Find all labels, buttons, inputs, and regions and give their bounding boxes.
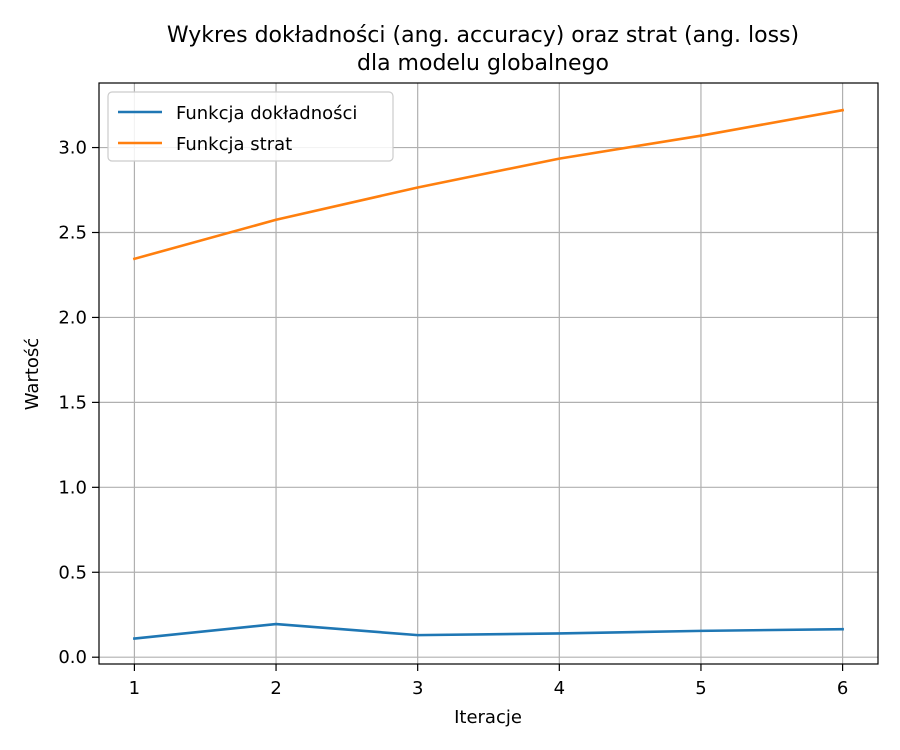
grid <box>99 83 878 664</box>
plot-frame <box>98 82 879 665</box>
y-tick-label: 0.0 <box>58 647 87 668</box>
legend-label-loss: Funkcja strat <box>176 134 292 155</box>
legend: Funkcja dokładności Funkcja strat <box>107 91 394 162</box>
y-tick-label: 1.0 <box>58 477 87 498</box>
series-line-loss <box>132 108 845 261</box>
x-tick-label: 4 <box>554 678 565 699</box>
y-tick-label: 3.0 <box>58 138 87 159</box>
x-tick-label: 3 <box>412 678 423 699</box>
x-tick-label: 1 <box>129 678 140 699</box>
ticks: 1 2 3 4 5 6 0.0 0.5 1.0 1.5 2.0 2.5 3.0 <box>58 138 848 699</box>
y-tick-label: 2.5 <box>58 222 87 243</box>
y-axis-label: Wartość <box>22 338 43 410</box>
x-tick-label: 2 <box>270 678 281 699</box>
legend-box <box>107 91 394 162</box>
x-axis-label: Iteracje <box>454 707 522 728</box>
series-layer <box>132 108 845 640</box>
x-tick-label: 6 <box>837 678 848 699</box>
chart-title-line-1: Wykres dokładności (ang. accuracy) oraz … <box>167 23 799 48</box>
y-tick-label: 1.5 <box>58 392 87 413</box>
legend-label-accuracy: Funkcja dokładności <box>176 103 357 124</box>
x-tick-label: 5 <box>695 678 706 699</box>
y-tick-label: 0.5 <box>58 562 87 583</box>
y-tick-label: 2.0 <box>58 307 87 328</box>
chart-title-line-2: dla modelu globalnego <box>357 51 609 76</box>
series-line-accuracy <box>132 622 844 640</box>
